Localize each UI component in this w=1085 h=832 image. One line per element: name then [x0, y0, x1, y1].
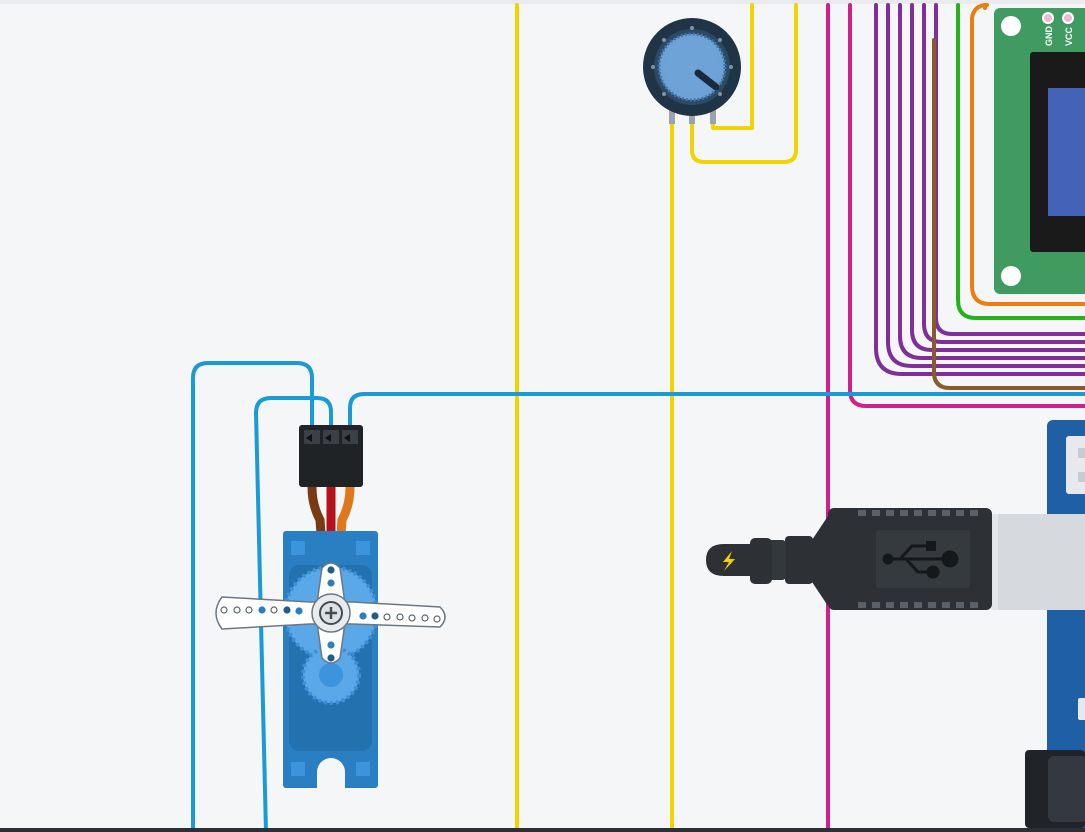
pot-dot: [651, 65, 655, 69]
arduino-header: [1066, 436, 1085, 494]
servo-connector-notches: [306, 434, 350, 442]
servo-mount-tab: [356, 762, 370, 776]
lcd-display[interactable]: GND VCC: [994, 8, 1085, 294]
lcd-pin-gnd[interactable]: [1042, 12, 1054, 24]
servo-gear-hub: [319, 663, 343, 687]
canvas-bottom-edge: [0, 828, 1085, 832]
usb-cable[interactable]: [706, 508, 992, 610]
potentiometer[interactable]: [643, 18, 741, 124]
servo-mount-hole-slot: [317, 772, 345, 788]
arduino-board[interactable]: [990, 420, 1085, 832]
wires: [191, 3, 1085, 832]
servo-horn[interactable]: [215, 562, 446, 664]
screw-plus-icon: [325, 607, 337, 619]
pot-indicator[interactable]: [694, 69, 720, 91]
servo-mount-tab: [356, 541, 370, 555]
usb-symbol-icon: [882, 541, 959, 579]
usb-lightning-icon: [723, 551, 735, 571]
wire-purple-5[interactable]: [922, 3, 1085, 344]
arduino-power-jack-inner: [1048, 756, 1085, 822]
lcd-pin-label-gnd: GND: [1044, 26, 1054, 47]
pot-dot: [690, 26, 694, 30]
wire-purple-2[interactable]: [886, 3, 1085, 368]
usb-strain-ring: [768, 540, 786, 580]
servo-mount-tab: [291, 541, 305, 555]
wire-green[interactable]: [956, 3, 1085, 320]
wire-orange[interactable]: [970, 3, 1085, 306]
pot-dot: [718, 38, 722, 42]
servo-cable-orange: [335, 486, 355, 549]
servo-mount-tab: [291, 762, 305, 776]
wire-yellow-pot-middle[interactable]: [690, 3, 798, 164]
pot-dot: [662, 38, 666, 42]
wire-blue-servo-power[interactable]: [254, 396, 333, 832]
usb-strain-ring: [750, 538, 772, 584]
usb-strain-ring: [785, 536, 813, 584]
usb-grip-top: [858, 510, 978, 516]
arduino-usb-port-inner: [998, 514, 1085, 610]
arduino-header-slot: [1078, 472, 1085, 482]
wire-purple-3[interactable]: [898, 3, 1085, 360]
servo-cable-brown: [307, 486, 327, 549]
usb-strain-relief: [812, 516, 828, 606]
wire-purple-4[interactable]: [910, 3, 1085, 352]
wire-blue-servo-signal[interactable]: [348, 392, 1085, 427]
canvas-top-edge: [0, 0, 1085, 4]
servo-horn-holes: [220, 566, 441, 662]
pot-pin-right: [710, 100, 716, 124]
lcd-pin-vcc[interactable]: [1062, 12, 1074, 24]
lcd-mount-hole: [1001, 266, 1021, 286]
arduino-header-slot: [1078, 448, 1085, 458]
pot-dot: [662, 92, 666, 96]
usb-grip-bottom: [858, 602, 978, 608]
arduino-side-tab: [1078, 698, 1085, 720]
wire-blue-servo-ground[interactable]: [191, 361, 314, 832]
wire-brown[interactable]: [932, 38, 1085, 390]
lcd-screen: [1048, 88, 1085, 216]
pot-pin-left: [669, 100, 675, 124]
lcd-mount-hole: [1001, 16, 1021, 36]
wire-purple-1[interactable]: [874, 3, 1085, 376]
pot-dot: [718, 92, 722, 96]
micro-servo[interactable]: [215, 425, 446, 788]
pot-dot: [729, 65, 733, 69]
wire-magenta-bus[interactable]: [848, 3, 1085, 408]
lcd-pin-label-vcc: VCC: [1064, 26, 1074, 46]
